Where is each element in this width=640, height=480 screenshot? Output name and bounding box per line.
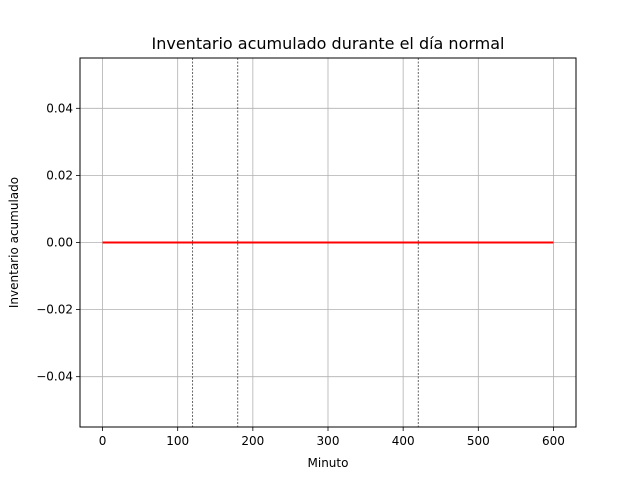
- chart-title: Inventario acumulado durante el día norm…: [152, 34, 505, 53]
- y-tick-label: −0.04: [36, 370, 73, 384]
- x-tick-label: 0: [99, 434, 107, 448]
- y-tick-label: 0.04: [46, 101, 73, 115]
- x-tick-label: 400: [392, 434, 415, 448]
- x-tick-label: 600: [542, 434, 565, 448]
- x-tick-label: 100: [166, 434, 189, 448]
- y-tick-label: 0.00: [46, 236, 73, 250]
- x-tick-label: 300: [317, 434, 340, 448]
- y-tick-label: −0.02: [36, 303, 73, 317]
- x-tick-label: 500: [467, 434, 490, 448]
- reference-lines: [192, 58, 419, 427]
- y-axis-label: Inventario acumulado: [7, 177, 21, 308]
- y-tick-label: 0.02: [46, 168, 73, 182]
- x-axis-ticks: 0 100 200 300 400 500 600: [99, 427, 565, 448]
- x-axis-label: Minuto: [308, 456, 349, 470]
- x-tick-label: 200: [241, 434, 264, 448]
- y-axis-ticks: −0.04 −0.02 0.00 0.02 0.04: [36, 101, 80, 384]
